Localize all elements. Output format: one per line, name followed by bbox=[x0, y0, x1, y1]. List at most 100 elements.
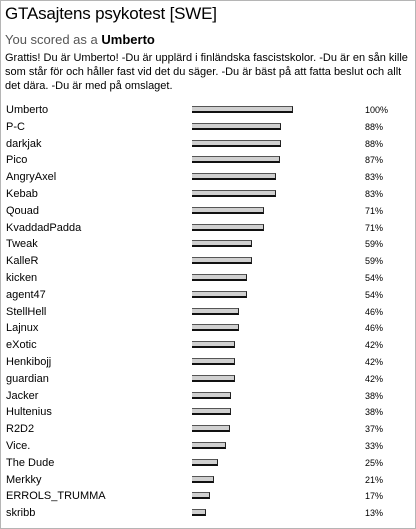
result-percent: 59% bbox=[365, 256, 384, 267]
result-row: AngryAxel 83% bbox=[1, 169, 415, 186]
result-percent: 83% bbox=[365, 172, 384, 183]
result-name: KalleR bbox=[6, 255, 39, 268]
result-row: Tweak 59% bbox=[1, 236, 415, 253]
result-name: darkjak bbox=[6, 137, 42, 150]
result-row: Kebab 83% bbox=[1, 186, 415, 203]
result-percent: 33% bbox=[365, 440, 384, 451]
result-percent: 13% bbox=[365, 508, 384, 519]
result-row: Pico 87% bbox=[1, 152, 415, 169]
result-name: Pico bbox=[6, 154, 28, 167]
result-row: Vice. 33% bbox=[1, 438, 415, 455]
results-list: Umberto 100% P-C 88% darkjak 88% Pico 87% AngryA… bbox=[1, 102, 415, 522]
result-name: Vice. bbox=[6, 439, 31, 452]
result-percent: 71% bbox=[365, 222, 384, 233]
result-bar bbox=[192, 173, 276, 181]
result-row: Merkky 21% bbox=[1, 472, 415, 489]
result-name: AngryAxel bbox=[6, 171, 57, 184]
result-row: Lajnux 46% bbox=[1, 320, 415, 337]
result-row: eXotic 42% bbox=[1, 337, 415, 354]
result-row: The Dude 25% bbox=[1, 455, 415, 472]
result-bar bbox=[192, 341, 235, 349]
result-bar bbox=[192, 240, 252, 248]
result-bar bbox=[192, 307, 239, 315]
result-bar bbox=[192, 374, 235, 382]
result-bar bbox=[192, 509, 206, 517]
result-percent: 25% bbox=[365, 457, 384, 468]
result-percent: 42% bbox=[365, 373, 384, 384]
result-name: P-C bbox=[6, 120, 25, 133]
result-percent: 71% bbox=[365, 205, 384, 216]
result-name: KvaddadPadda bbox=[6, 221, 82, 234]
result-percent: 54% bbox=[365, 272, 384, 283]
result-bar bbox=[192, 425, 230, 433]
result-bar bbox=[192, 273, 247, 281]
result-percent: 54% bbox=[365, 289, 384, 300]
result-bar bbox=[192, 223, 264, 231]
result-percent: 37% bbox=[365, 424, 384, 435]
result-name: kicken bbox=[6, 271, 38, 284]
result-row: KvaddadPadda 71% bbox=[1, 220, 415, 237]
result-name: Kebab bbox=[6, 187, 38, 200]
result-name: Lajnux bbox=[6, 322, 39, 335]
result-row: P-C 88% bbox=[1, 119, 415, 136]
result-bar bbox=[192, 189, 276, 197]
result-row: guardian 42% bbox=[1, 371, 415, 388]
result-name: Qouad bbox=[6, 204, 40, 217]
result-percent: 88% bbox=[365, 121, 384, 132]
result-name: StellHell bbox=[6, 305, 47, 318]
result-row: R2D2 37% bbox=[1, 421, 415, 438]
result-name: skribb bbox=[6, 507, 36, 520]
quiz-title: GTAsajtens psykotest [SWE] bbox=[5, 4, 217, 23]
result-bar bbox=[192, 290, 247, 298]
result-percent: 88% bbox=[365, 138, 384, 149]
result-name: eXotic bbox=[6, 339, 37, 352]
result-name: agent47 bbox=[6, 288, 46, 301]
result-percent: 59% bbox=[365, 239, 384, 250]
score-result-name: Umberto bbox=[101, 32, 155, 47]
result-percent: 42% bbox=[365, 356, 384, 367]
result-bar bbox=[192, 139, 281, 147]
result-row: Jacker 38% bbox=[1, 388, 415, 405]
result-name: Jacker bbox=[6, 389, 39, 402]
result-percent: 17% bbox=[365, 491, 384, 502]
result-row: KalleR 59% bbox=[1, 253, 415, 270]
result-row: Umberto 100% bbox=[1, 102, 415, 119]
result-bar bbox=[192, 122, 281, 130]
result-row: Qouad 71% bbox=[1, 203, 415, 220]
result-name: Tweak bbox=[6, 238, 38, 251]
result-row: Hultenius 38% bbox=[1, 404, 415, 421]
result-name: The Dude bbox=[6, 456, 55, 469]
result-name: ERROLS_TRUMMA bbox=[6, 490, 106, 503]
score-prefix: You scored as a bbox=[5, 32, 98, 47]
result-percent: 38% bbox=[365, 407, 384, 418]
result-percent: 21% bbox=[365, 474, 384, 485]
result-name: Umberto bbox=[6, 104, 49, 116]
result-bar bbox=[192, 257, 252, 265]
result-bar bbox=[192, 106, 293, 113]
result-percent: 87% bbox=[365, 155, 384, 166]
result-row: StellHell 46% bbox=[1, 304, 415, 321]
result-name: Hultenius bbox=[6, 406, 52, 419]
result-bar bbox=[192, 408, 231, 416]
result-row: skribb 13% bbox=[1, 505, 415, 522]
result-bar bbox=[192, 324, 239, 332]
result-row: Henkibojj 42% bbox=[1, 354, 415, 371]
result-bar bbox=[192, 391, 231, 399]
result-bar bbox=[192, 156, 280, 164]
result-row: ERROLS_TRUMMA 17% bbox=[1, 488, 415, 505]
result-percent: 38% bbox=[365, 390, 384, 401]
result-bar bbox=[192, 475, 214, 483]
result-percent: 83% bbox=[365, 188, 384, 199]
result-bar bbox=[192, 206, 264, 214]
result-name: R2D2 bbox=[6, 423, 35, 436]
result-percent: 46% bbox=[365, 323, 384, 334]
result-row: kicken 54% bbox=[1, 270, 415, 287]
result-row: agent47 54% bbox=[1, 287, 415, 304]
result-name: guardian bbox=[6, 372, 49, 385]
result-description: Grattis! Du är Umberto! -Du är upplärd i… bbox=[5, 52, 408, 92]
result-percent: 46% bbox=[365, 306, 384, 317]
score-line: You scored as a Umberto bbox=[5, 32, 155, 48]
result-bar bbox=[192, 357, 235, 365]
result-name: Merkky bbox=[6, 473, 42, 486]
